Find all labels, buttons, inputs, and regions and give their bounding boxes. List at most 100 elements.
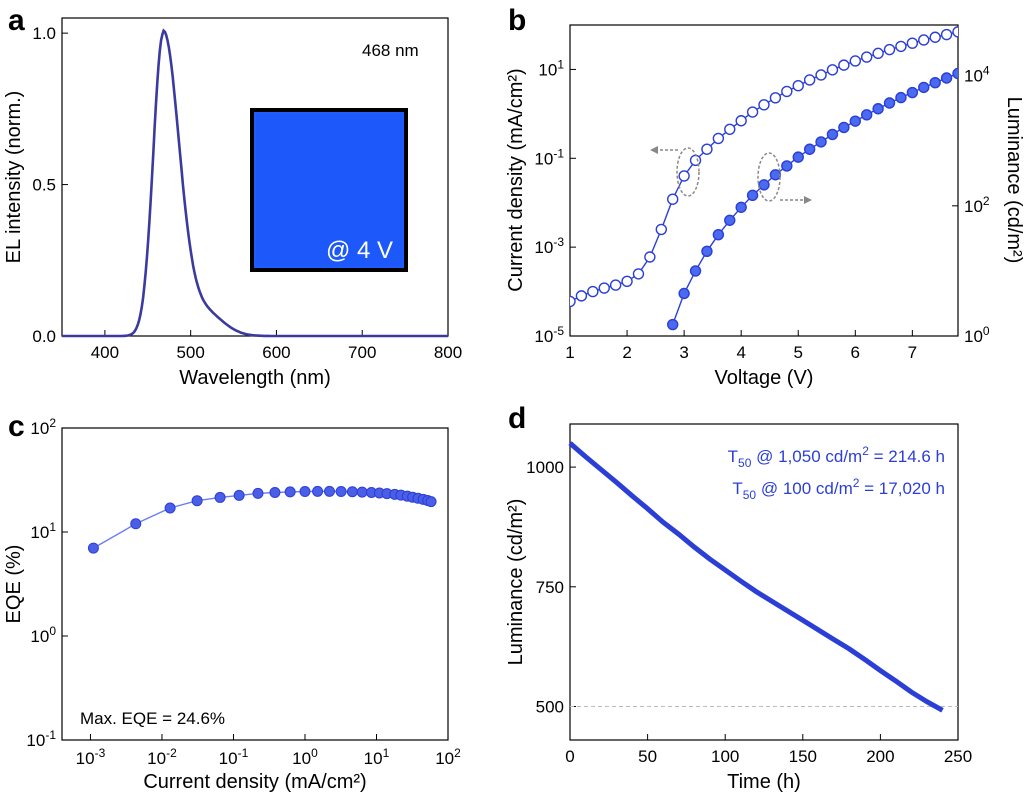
panel-d: d 0 50 100 150 200 250 500 750 1000 T50 @ 1,050 … (505, 402, 972, 793)
panel-b-luminance-point (701, 245, 713, 258)
panel-d-xtick-label: 50 (638, 747, 657, 766)
panel-b-current-density-point (598, 282, 610, 294)
panel-c-xtick-label: 100 (292, 746, 318, 768)
panel-b-xtick-label: 1 (565, 343, 574, 362)
panel-c-eqe-point (425, 496, 437, 508)
panel-c-label: c (8, 410, 25, 443)
panel-b-luminance-point (781, 160, 793, 172)
panel-b-current-density-point (895, 40, 907, 53)
panel-b-luminance-point (918, 81, 930, 94)
panel-b-luminance-line (672, 72, 958, 325)
panel-c-eqe-line (93, 490, 432, 549)
panel-b-frame (569, 24, 959, 337)
panel-c-eqe-point (233, 489, 245, 501)
panel-b-current-density-point (655, 223, 667, 236)
panel-d-xtick-label: 0 (565, 747, 574, 766)
panel-a-inset-glow (256, 114, 402, 266)
panel-b-luminance-point (678, 287, 690, 300)
panel-d-xlabel: Time (h) (727, 771, 801, 793)
panel-c-ytick-label: 10-1 (26, 728, 56, 750)
panel-a-xtick-label: 600 (262, 343, 290, 362)
panel-b-current-density-line (570, 31, 958, 303)
panel-b-luminance-point (940, 72, 953, 84)
panel-b-current-density-point (632, 268, 645, 280)
panel-a-label: a (8, 4, 25, 37)
panel-b-xtick-label: 6 (851, 343, 860, 362)
panel-c-eqe-point (299, 486, 311, 498)
panel-b-current-density-point (644, 251, 656, 263)
panel-b-current-density-point (769, 92, 782, 104)
panel-d-frame (569, 423, 959, 741)
panel-b-label: b (508, 4, 526, 37)
panel-b-current-density-point (575, 290, 588, 302)
panel-c-xtick-label: 101 (364, 746, 390, 768)
panel-b-luminance-point (849, 115, 861, 127)
panel-b-current-density-point (735, 115, 747, 127)
panel-b-ytick-left-label: 10-5 (534, 324, 564, 346)
panel-b-current-density-point (746, 106, 759, 118)
panel-b-current-density-point (689, 154, 702, 167)
panel-a-ytick-label: 1.0 (32, 24, 56, 43)
panel-d-t50-annotation: T50 @ 1,050 cd/m2 = 214.6 h (728, 444, 945, 470)
panel-d-xtick-label: 100 (711, 747, 739, 766)
panel-b-current-density-point (712, 132, 725, 145)
panel-b-current-density-point (940, 28, 953, 41)
panel-a-xtick-label: 700 (348, 343, 376, 362)
panel-b-ytick-right-label: 104 (964, 64, 990, 86)
panel-b: b 1 2 3 4 5 6 7 10-5 10-3 10-1 101 100 102 104 Voltag… (505, 4, 1024, 389)
panel-b-luminance-point (689, 265, 702, 277)
panel-c-xlabel: Current density (mA/cm²) (143, 771, 366, 793)
panel-d-ytick-label: 500 (536, 697, 564, 716)
panel-c: c 10-3 10-2 10-1 100 101 102 10-1 100 101 102 Max… (3, 410, 461, 793)
panel-b-current-density-point (587, 285, 599, 298)
panel-d-label: d (508, 402, 526, 435)
panel-b-luminance-point (861, 109, 873, 121)
panel-a-xtick-label: 800 (434, 343, 462, 362)
panel-b-luminance-point (724, 214, 736, 226)
panel-b-luminance-point (952, 67, 958, 80)
panel-d-ytick-label: 1000 (526, 458, 564, 477)
panel-b-current-density-point (929, 31, 941, 43)
panel-b-luminance-point (667, 318, 679, 331)
panel-b-plot-area (570, 26, 958, 331)
panel-b-current-density-point (803, 74, 816, 86)
panel-b-current-density-point (621, 275, 633, 288)
panel-d-t50-annotation: T50 @ 100 cd/m2 = 17,020 h (732, 476, 945, 502)
panel-c-eqe-point (346, 486, 358, 498)
panel-b-luminance-point (815, 136, 827, 148)
panel-b-luminance-point (769, 169, 782, 181)
panel-b-luminance-point (712, 229, 725, 241)
panel-b-current-density-point (781, 85, 793, 98)
panel-d-xtick-label: 200 (866, 747, 894, 766)
panel-b-current-density-point (609, 279, 622, 291)
panel-b-luminance-point (895, 91, 907, 104)
panel-c-ytick-label: 100 (30, 624, 56, 646)
panel-b-current-density-point (570, 295, 576, 308)
panel-b-left-arrow-head (650, 146, 658, 154)
panel-b-current-density-point (826, 64, 839, 76)
panel-b-current-density-point (701, 143, 713, 155)
panel-c-eqe-point (284, 486, 296, 498)
panel-b-xtick-label: 7 (908, 343, 917, 362)
panel-b-luminance-point (872, 103, 884, 115)
panel-d-xtick-label: 250 (944, 747, 972, 766)
panel-a-el-spectrum-line (62, 28, 448, 338)
panel-c-ylabel: EQE (%) (3, 545, 25, 624)
panel-b-ytick-right-label: 100 (964, 324, 990, 346)
panel-b-current-density-point (667, 193, 679, 205)
panel-a-peak-annotation: 468 nm (362, 41, 419, 60)
panel-b-xtick-label: 5 (794, 343, 803, 362)
panel-b-ytick-left-label: 101 (538, 57, 564, 79)
panel-c-eqe-point (130, 518, 142, 530)
panel-c-xtick-label: 10-1 (219, 746, 249, 768)
panel-a-xlabel: Wavelength (nm) (179, 367, 331, 389)
panel-b-ylabel-right: Luminance (cd/m²) (1003, 97, 1024, 264)
panel-a-ytick-label: 0.5 (32, 176, 56, 195)
panel-b-current-density-point (838, 59, 850, 71)
panel-b-luminance-point (838, 121, 850, 134)
panel-b-ylabel-left: Current density (mA/cm²) (505, 68, 527, 291)
panel-a-inset-label: @ 4 V (326, 237, 393, 264)
panel-b-current-density-point (758, 99, 770, 111)
panel-a-ytick-label: 0.0 (32, 327, 56, 346)
